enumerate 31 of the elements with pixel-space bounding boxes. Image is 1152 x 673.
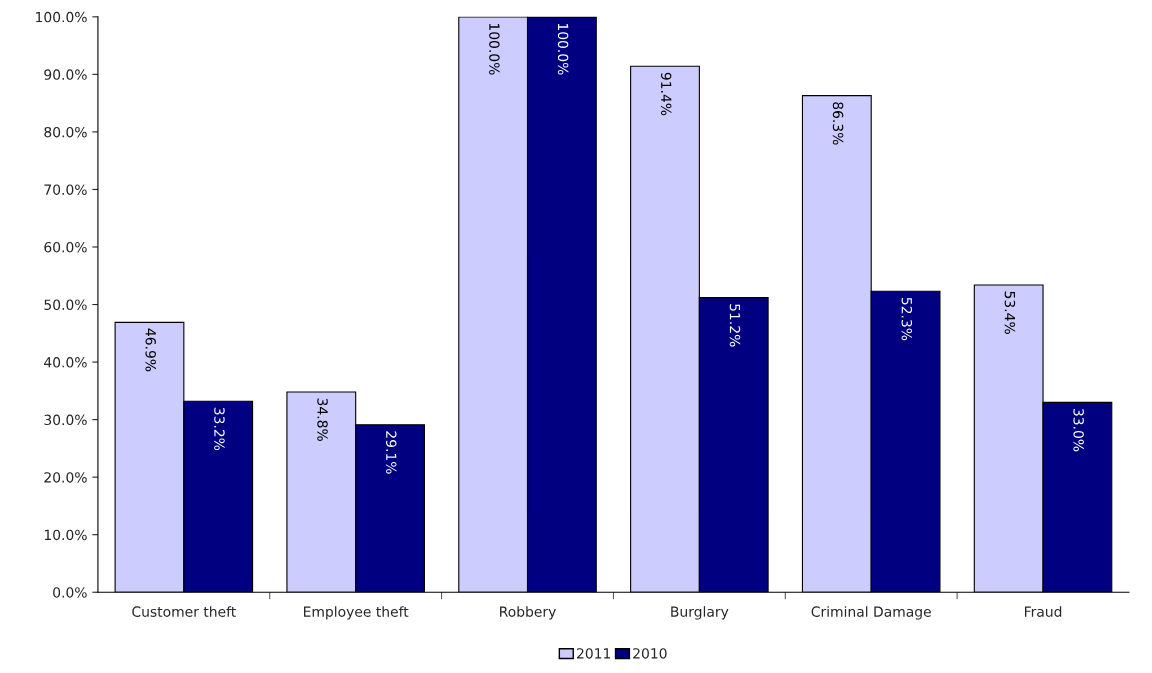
data-label: 33.0% bbox=[1073, 408, 1084, 452]
data-label: 33.2% bbox=[214, 407, 225, 451]
data-label: 46.9% bbox=[145, 328, 156, 372]
data-label: 52.3% bbox=[901, 297, 913, 341]
y-tick-label: 100.0% bbox=[36, 11, 87, 23]
y-tick-label: 80.0% bbox=[44, 126, 87, 138]
x-tick-label: Burglary bbox=[671, 606, 729, 620]
y-tick-label: 60.0% bbox=[44, 241, 87, 253]
y-tick-label: 30.0% bbox=[44, 414, 87, 426]
data-label: 29.1% bbox=[386, 431, 397, 474]
x-tick-label: Criminal Damage bbox=[811, 606, 931, 620]
data-label: 100.0% bbox=[557, 23, 569, 75]
x-tick-label: Employee theft bbox=[304, 606, 409, 620]
x-tick-label: Fraud bbox=[1024, 606, 1062, 617]
y-tick-label: 40.0% bbox=[44, 357, 87, 368]
data-label: 86.3% bbox=[832, 102, 844, 145]
data-label: 91.4% bbox=[660, 72, 672, 116]
x-tick-label: Customer theft bbox=[132, 606, 236, 617]
y-tick-label: 90.0% bbox=[44, 69, 87, 80]
legend-label: 2011 bbox=[577, 648, 611, 659]
data-label: 100.0% bbox=[489, 23, 500, 75]
data-label: 34.8% bbox=[317, 398, 328, 441]
data-label: 51.2% bbox=[729, 304, 741, 347]
y-tick-label: 0.0% bbox=[53, 587, 87, 598]
legend-label: 2010 bbox=[633, 648, 667, 659]
data-label: 53.4% bbox=[1004, 291, 1016, 334]
x-tick-label: Robbery bbox=[500, 606, 556, 620]
y-tick-label: 50.0% bbox=[44, 299, 87, 311]
y-tick-label: 70.0% bbox=[44, 184, 87, 195]
y-tick-label: 10.0% bbox=[44, 529, 87, 541]
y-tick-label: 20.0% bbox=[44, 472, 87, 483]
